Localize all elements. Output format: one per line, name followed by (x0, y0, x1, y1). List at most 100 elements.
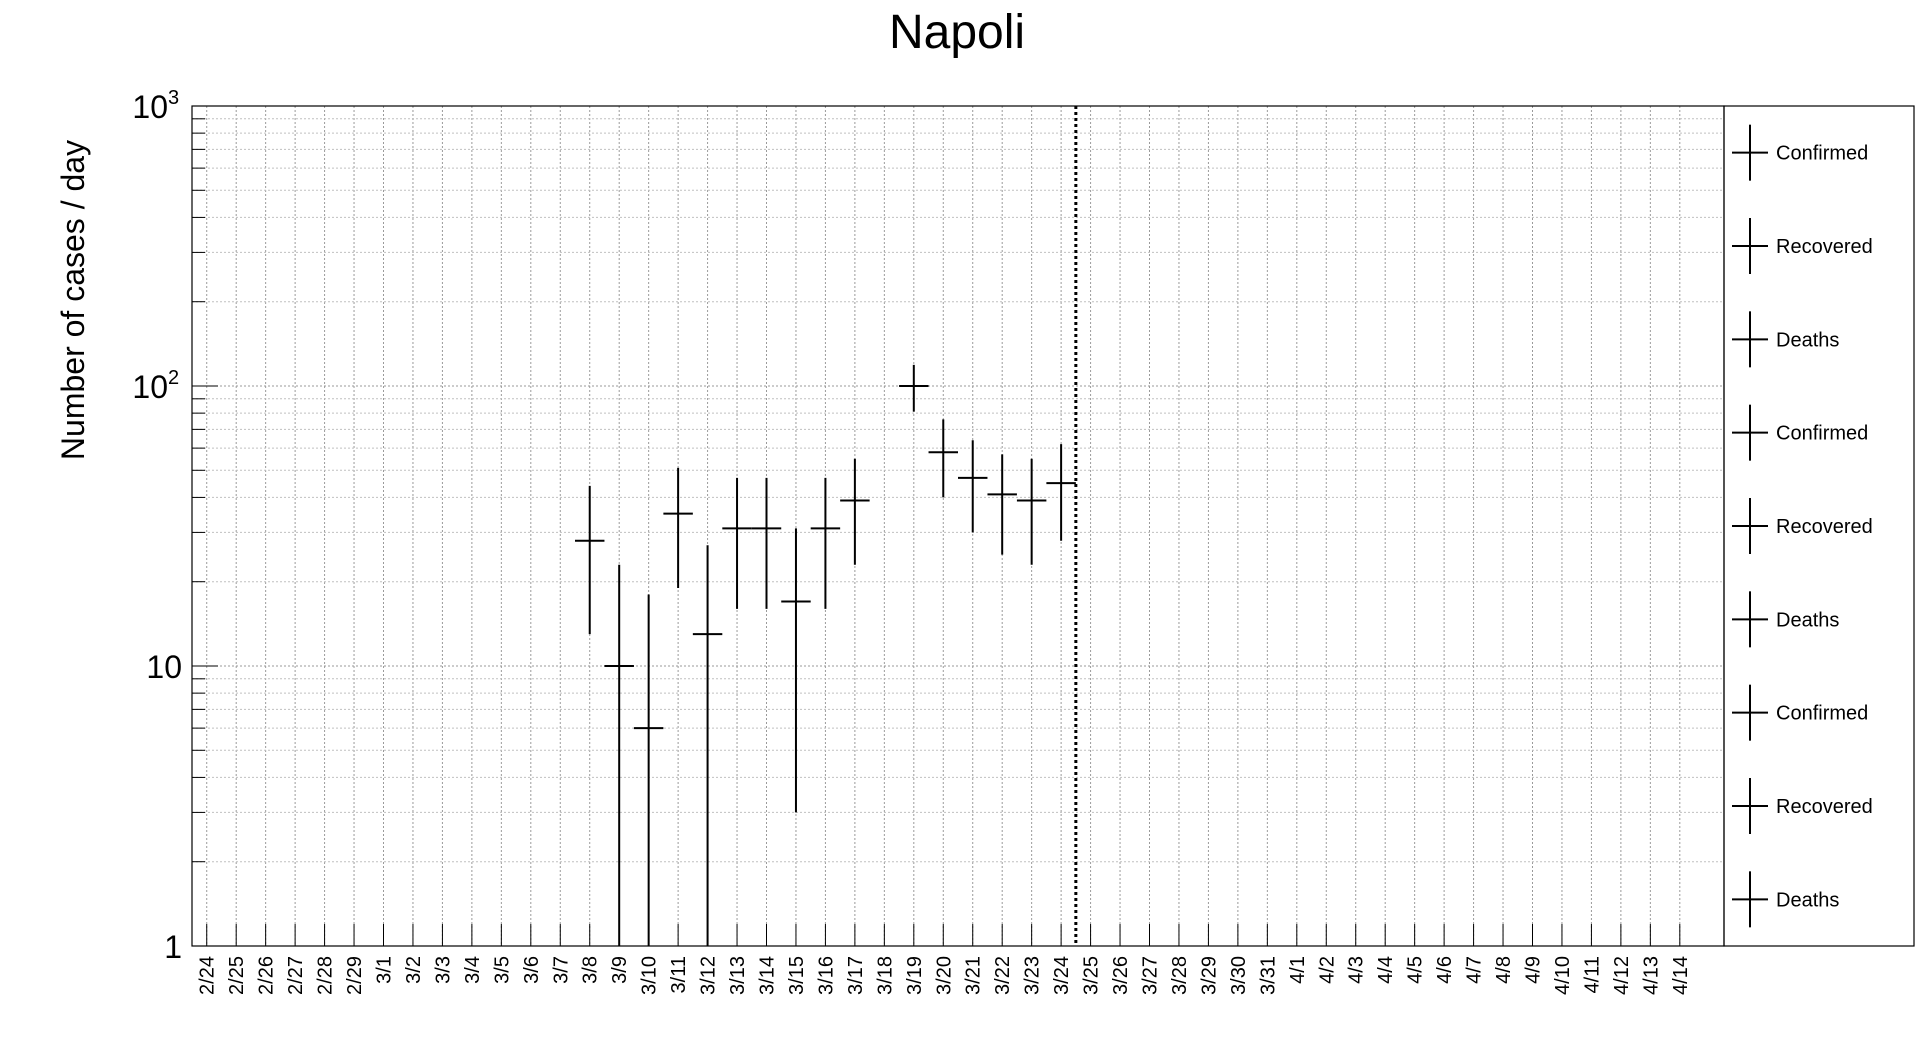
x-tick-label: 2/29 (344, 956, 366, 995)
x-tick-label: 3/22 (992, 956, 1014, 995)
legend-label: Recovered (1776, 796, 1873, 818)
x-tick-label: 3/9 (609, 956, 631, 984)
legend-label: Confirmed (1776, 423, 1868, 445)
data-point-3-14 (751, 477, 782, 609)
legend-item: Recovered (1732, 778, 1873, 834)
x-tick-label: 3/15 (786, 956, 808, 995)
x-tick-label: 3/30 (1228, 956, 1250, 995)
legend-frame (1723, 105, 1915, 947)
x-tick-label: 2/27 (285, 956, 307, 995)
x-tick-label: 3/7 (550, 956, 572, 984)
legend-label: Deaths (1776, 889, 1839, 911)
x-tick-label: 4/6 (1434, 956, 1456, 984)
x-tick-label: 3/21 (963, 956, 985, 995)
data-points (575, 364, 1076, 946)
legend-label: Deaths (1776, 609, 1839, 631)
data-point-3-15 (781, 528, 811, 813)
x-tick-label: 2/28 (315, 956, 337, 995)
x-tick-label: 3/27 (1140, 956, 1162, 995)
x-tick-label: 4/4 (1375, 956, 1397, 984)
data-point-3-22 (987, 454, 1017, 555)
data-point-3-12 (692, 545, 723, 946)
x-tick-label: 3/14 (757, 956, 779, 995)
x-tick-label: 4/14 (1670, 956, 1692, 995)
y-tick-label: 10 (146, 649, 182, 685)
data-point-3-16 (810, 477, 841, 609)
x-tick-label: 4/10 (1552, 956, 1574, 995)
x-tick-label: 3/12 (698, 956, 720, 995)
x-tick-label: 2/26 (256, 956, 278, 995)
data-point-3-8 (575, 485, 605, 635)
legend-label: Recovered (1776, 516, 1873, 538)
data-point-3-17 (840, 458, 870, 565)
y-tick-label: 1 (164, 929, 182, 965)
x-tick-label: 3/11 (668, 956, 690, 993)
y-axis-label: Number of cases / day (55, 140, 91, 460)
data-point-3-24 (1046, 444, 1076, 541)
data-point-3-23 (1016, 458, 1047, 565)
x-tick-label: 3/17 (845, 956, 867, 995)
chart-title: Napoli (889, 6, 1025, 59)
x-tick-label: 3/26 (1110, 956, 1132, 995)
legend-label: Confirmed (1776, 143, 1868, 165)
x-tick-label: 3/31 (1257, 956, 1279, 995)
data-point-3-10 (633, 594, 664, 946)
x-tick-label: 2/24 (197, 956, 219, 995)
data-point-3-11 (663, 467, 693, 588)
x-tick-label: 3/1 (374, 956, 396, 984)
x-tick-label: 4/13 (1640, 956, 1662, 995)
data-point-3-21 (958, 440, 988, 533)
legend-item: Confirmed (1732, 404, 1868, 461)
x-tick-label: 3/2 (403, 956, 425, 984)
axes (191, 105, 1915, 947)
x-tick-label: 3/25 (1081, 956, 1103, 995)
y-tick-exponent: 3 (168, 87, 179, 109)
data-point-3-9 (604, 564, 634, 946)
data-point-3-13 (722, 477, 752, 609)
legend-item: Confirmed (1732, 124, 1868, 181)
x-axis-ticks: 2/24 2/25 2/26 2/27 2/28 2/29 3/1 3/2 3/3 3/4 3/5 3… (197, 924, 1692, 995)
x-tick-label: 3/18 (874, 956, 896, 995)
x-tick-label: 3/24 (1051, 956, 1073, 995)
x-tick-label: 3/5 (491, 956, 513, 984)
y-tick-label: 10 (132, 89, 168, 125)
legend-item: Recovered (1732, 218, 1873, 274)
plot-frame (191, 105, 1725, 947)
x-tick-label: 3/16 (815, 956, 837, 995)
legend-label: Confirmed (1776, 703, 1868, 725)
x-tick-label: 3/29 (1198, 956, 1220, 995)
x-tick-label: 4/5 (1405, 956, 1427, 984)
legend-item: Recovered (1732, 498, 1873, 554)
y-tick-label: 10 (132, 369, 168, 405)
legend-item: Deaths (1732, 591, 1839, 648)
x-tick-label: 4/2 (1316, 956, 1338, 984)
x-tick-label: 3/19 (904, 956, 926, 995)
legend-item: Confirmed (1732, 684, 1868, 741)
x-tick-label: 4/11 (1581, 956, 1603, 993)
grid (192, 106, 1724, 946)
x-tick-label: 4/1 (1287, 956, 1309, 984)
legend-label: Recovered (1776, 236, 1873, 258)
x-tick-label: 4/7 (1464, 956, 1486, 984)
x-tick-label: 4/9 (1523, 956, 1545, 984)
x-tick-label: 3/28 (1169, 956, 1191, 995)
legend-item: Deaths (1732, 311, 1839, 368)
legend-label: Deaths (1776, 329, 1839, 351)
x-tick-label: 3/10 (639, 956, 661, 995)
x-tick-label: 3/13 (727, 956, 749, 995)
x-tick-label: 3/23 (1022, 956, 1044, 995)
x-tick-label: 4/3 (1346, 956, 1368, 984)
data-point-3-20 (928, 419, 958, 498)
x-tick-label: 3/20 (933, 956, 955, 995)
x-tick-label: 4/12 (1611, 956, 1633, 995)
y-tick-exponent: 2 (168, 367, 179, 389)
x-tick-label: 3/3 (432, 956, 454, 984)
x-tick-label: 3/4 (462, 956, 484, 984)
x-tick-label: 4/8 (1493, 956, 1515, 984)
x-tick-label: 3/8 (580, 956, 602, 984)
x-tick-label: 2/25 (226, 956, 248, 995)
legend-item: Deaths (1732, 871, 1839, 928)
